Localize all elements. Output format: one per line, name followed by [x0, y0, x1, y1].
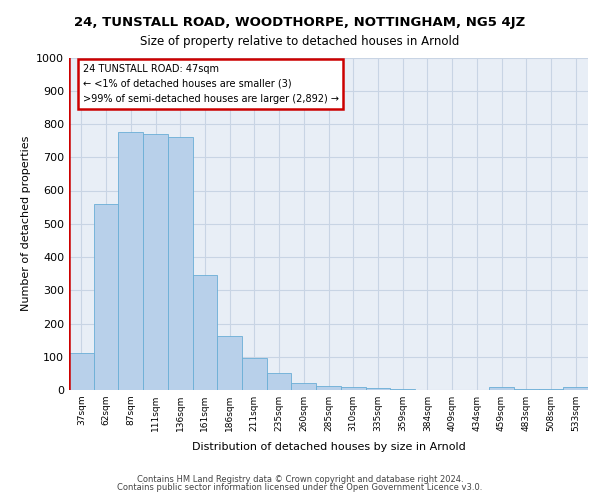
Bar [341, 388, 365, 390]
Bar [539, 389, 563, 390]
Y-axis label: Number of detached properties: Number of detached properties [20, 136, 31, 312]
Bar [489, 386, 514, 390]
Bar [316, 386, 341, 390]
Bar [514, 389, 539, 390]
Text: Contains HM Land Registry data © Crown copyright and database right 2024.: Contains HM Land Registry data © Crown c… [137, 474, 463, 484]
Bar [292, 384, 316, 390]
Bar [365, 388, 390, 390]
Text: 24, TUNSTALL ROAD, WOODTHORPE, NOTTINGHAM, NG5 4JZ: 24, TUNSTALL ROAD, WOODTHORPE, NOTTINGHA… [74, 16, 526, 29]
Bar [94, 204, 118, 390]
Bar [242, 358, 267, 390]
Text: Contains public sector information licensed under the Open Government Licence v3: Contains public sector information licen… [118, 484, 482, 492]
Text: Distribution of detached houses by size in Arnold: Distribution of detached houses by size … [192, 442, 466, 452]
Bar [390, 389, 415, 390]
Text: 24 TUNSTALL ROAD: 47sqm
← <1% of detached houses are smaller (3)
>99% of semi-de: 24 TUNSTALL ROAD: 47sqm ← <1% of detache… [83, 64, 338, 104]
Bar [168, 138, 193, 390]
Bar [193, 276, 217, 390]
Bar [118, 132, 143, 390]
Bar [267, 374, 292, 390]
Bar [143, 134, 168, 390]
Text: Size of property relative to detached houses in Arnold: Size of property relative to detached ho… [140, 35, 460, 48]
Bar [217, 336, 242, 390]
Bar [69, 354, 94, 390]
Bar [563, 386, 588, 390]
